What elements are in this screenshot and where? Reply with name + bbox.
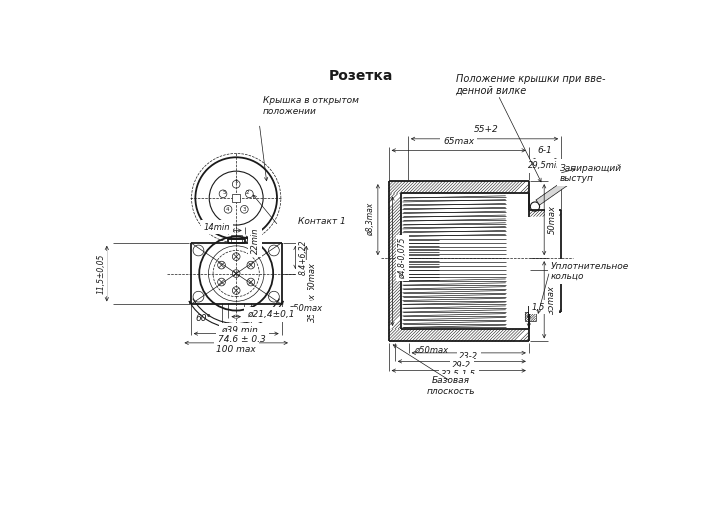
- Text: 22min: 22min: [251, 228, 260, 254]
- Text: 35max: 35max: [308, 293, 317, 322]
- Text: 4: 4: [225, 207, 228, 212]
- Text: 65max: 65max: [443, 137, 474, 146]
- Text: ø21,4±0,1: ø21,4±0,1: [247, 310, 295, 319]
- Text: ø8,3max: ø8,3max: [366, 203, 374, 237]
- Text: 1,5: 1,5: [532, 303, 545, 312]
- Text: 3: 3: [242, 207, 245, 212]
- Text: Положение крышки при вве-
денной вилке: Положение крышки при вве- денной вилке: [455, 74, 605, 96]
- Text: Базовая
плоскость: Базовая плоскость: [427, 376, 475, 395]
- Text: Контакт 1: Контакт 1: [298, 216, 345, 225]
- Text: 35max: 35max: [547, 285, 556, 314]
- Text: 6-1: 6-1: [538, 146, 552, 155]
- Text: 32,5-1,5: 32,5-1,5: [441, 370, 477, 379]
- Text: 100 max: 100 max: [216, 345, 256, 354]
- Text: 2: 2: [246, 190, 250, 195]
- Text: Розетка: Розетка: [329, 69, 393, 83]
- Polygon shape: [536, 165, 590, 205]
- Text: ø50max: ø50max: [288, 304, 321, 313]
- Text: 74,6 ± 0,3: 74,6 ± 0,3: [219, 335, 266, 344]
- Text: 5: 5: [222, 190, 226, 195]
- Text: 60°: 60°: [253, 314, 269, 323]
- Text: ø39 min: ø39 min: [221, 325, 259, 334]
- Text: 60°: 60°: [196, 314, 211, 323]
- Text: 7-2: 7-2: [568, 265, 582, 274]
- Text: 11,5±0,05: 11,5±0,05: [96, 253, 105, 294]
- Text: ø4,8-0,075: ø4,8-0,075: [398, 238, 407, 279]
- Text: 14min: 14min: [204, 223, 231, 232]
- Text: 8,4+6,22: 8,4+6,22: [299, 240, 307, 275]
- Text: ø50max: ø50max: [414, 346, 448, 355]
- Text: 23-2: 23-2: [459, 352, 478, 361]
- Text: Уплотнительное
кольцо: Уплотнительное кольцо: [551, 261, 629, 281]
- Bar: [233, 194, 240, 202]
- Text: 55+2: 55+2: [474, 125, 499, 134]
- Text: 50max: 50max: [547, 205, 556, 234]
- Text: 29-2: 29-2: [452, 361, 472, 370]
- Text: 29,5min: 29,5min: [528, 161, 562, 170]
- Text: 1: 1: [235, 178, 238, 184]
- Text: Крышка в открытом
положении: Крышка в открытом положении: [263, 96, 359, 116]
- Text: Запирающий
выступ: Запирающий выступ: [560, 164, 622, 183]
- Text: 50max: 50max: [308, 262, 317, 291]
